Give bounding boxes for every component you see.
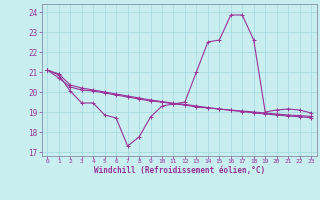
X-axis label: Windchill (Refroidissement éolien,°C): Windchill (Refroidissement éolien,°C)	[94, 166, 265, 175]
